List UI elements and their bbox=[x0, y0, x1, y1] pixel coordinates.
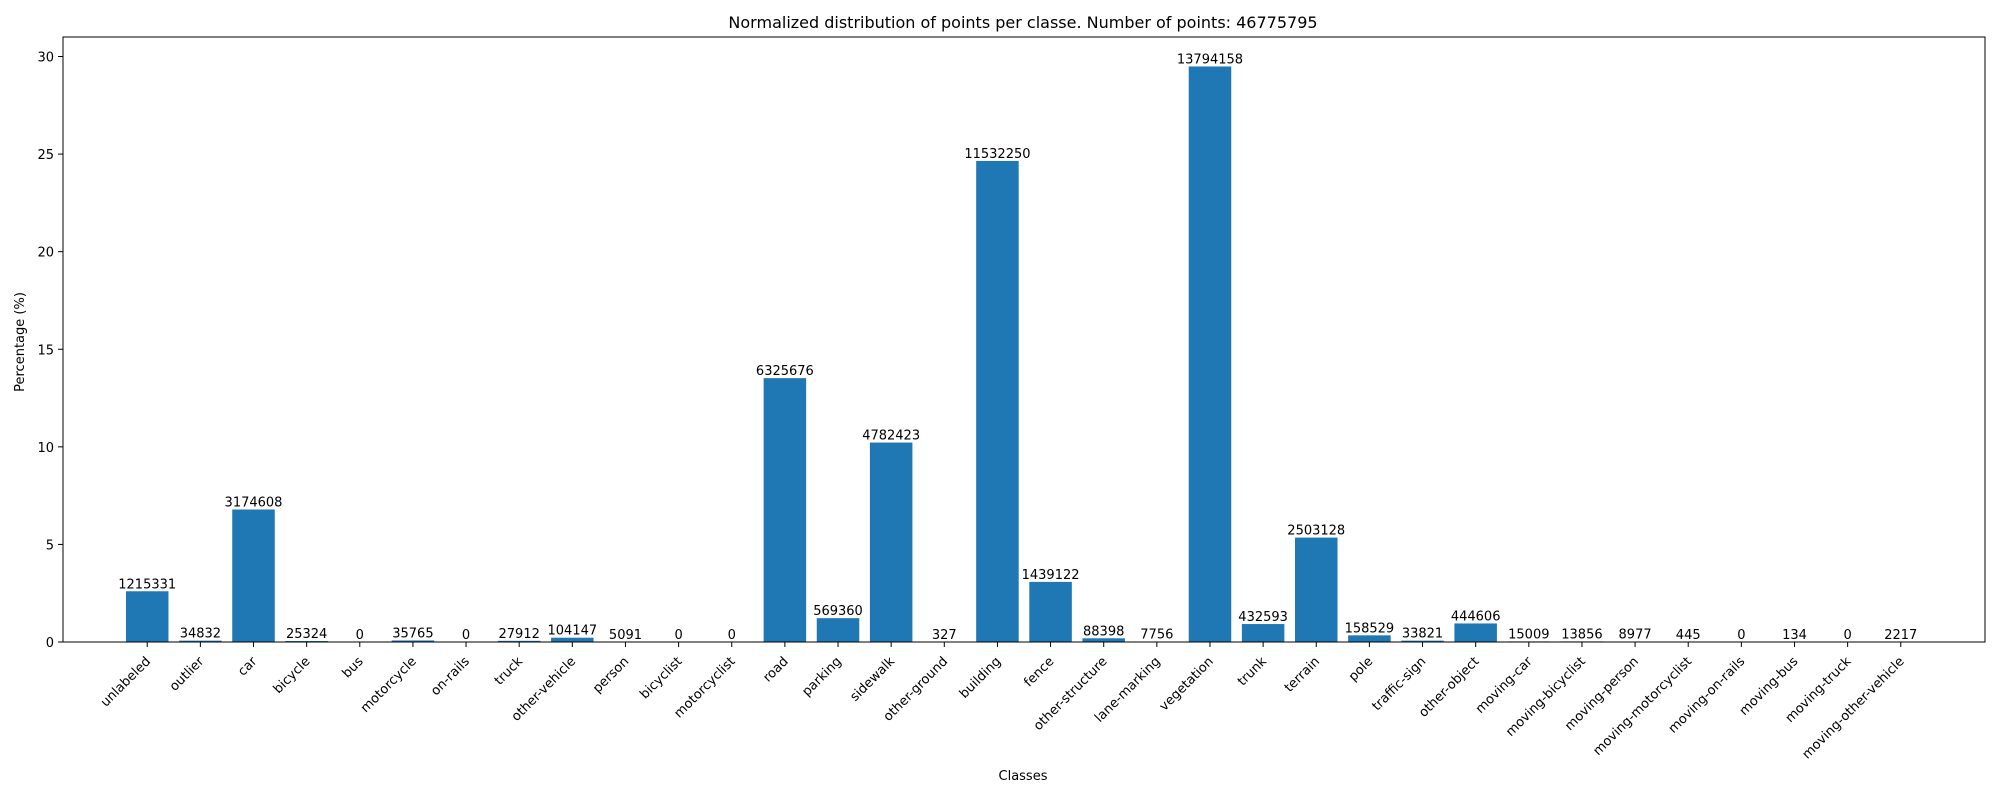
x-tick-label-moving-motorcyclist: moving-motorcyclist bbox=[1590, 654, 1695, 759]
data-label-bicyclist: 0 bbox=[674, 628, 682, 643]
x-tick-label-parking: parking bbox=[799, 654, 844, 699]
bar-sidewalk bbox=[870, 443, 913, 642]
x-tick-label-motorcycle: motorcycle bbox=[358, 654, 420, 716]
y-tick-label-30: 30 bbox=[37, 51, 54, 66]
data-label-trunk: 432593 bbox=[1238, 610, 1288, 625]
x-tick-label-bicycle: bicycle bbox=[271, 654, 314, 697]
x-tick-label-trunk: trunk bbox=[1235, 654, 1270, 689]
x-tick-label-pole: pole bbox=[1346, 654, 1376, 684]
bar-building bbox=[976, 161, 1019, 642]
data-label-other-structure: 88398 bbox=[1083, 624, 1124, 639]
y-axis-label: Percentage (%) bbox=[13, 292, 28, 392]
data-label-unlabeled: 1215331 bbox=[118, 577, 176, 592]
data-label-bus: 0 bbox=[356, 628, 364, 643]
data-label-terrain: 2503128 bbox=[1287, 524, 1345, 539]
x-tick-label-road: road bbox=[760, 654, 791, 685]
bar-parking bbox=[817, 618, 860, 642]
y-axis-ticks: 0 5 10 15 20 25 30 bbox=[37, 51, 63, 651]
x-tick-label-fence: fence bbox=[1021, 654, 1057, 690]
data-label-on-rails: 0 bbox=[462, 628, 470, 643]
x-tick-label-outlier: outlier bbox=[167, 654, 208, 695]
data-label-motorcyclist: 0 bbox=[728, 628, 736, 643]
x-tick-label-person: person bbox=[590, 654, 632, 696]
bar-road bbox=[764, 378, 807, 642]
data-label-traffic-sign: 33821 bbox=[1402, 627, 1443, 642]
data-label-bicycle: 25324 bbox=[286, 627, 327, 642]
data-label-moving-bicyclist: 13856 bbox=[1561, 627, 1602, 642]
y-tick-label-25: 25 bbox=[37, 148, 54, 163]
y-tick-label-15: 15 bbox=[37, 343, 54, 358]
data-label-moving-car: 15009 bbox=[1508, 627, 1549, 642]
x-tick-label-bicyclist: bicyclist bbox=[637, 654, 685, 702]
data-label-fence: 1439122 bbox=[1022, 568, 1080, 583]
bar-fence bbox=[1029, 582, 1072, 642]
data-label-other-vehicle: 104147 bbox=[548, 624, 598, 639]
data-label-parking: 569360 bbox=[813, 604, 863, 619]
data-label-truck: 27912 bbox=[499, 627, 540, 642]
data-label-other-ground: 327 bbox=[932, 628, 957, 643]
bar-vegetation bbox=[1189, 66, 1232, 642]
chart-title: Normalized distribution of points per cl… bbox=[728, 13, 1317, 32]
bar-trunk bbox=[1242, 624, 1285, 642]
plot-frame bbox=[63, 37, 1985, 642]
data-label-pole: 158529 bbox=[1345, 621, 1395, 636]
bars-group bbox=[126, 66, 1656, 642]
x-tick-label-truck: truck bbox=[492, 654, 527, 689]
data-label-lane-marking: 7756 bbox=[1140, 628, 1173, 643]
bar-unlabeled bbox=[126, 591, 169, 642]
y-tick-label-0: 0 bbox=[46, 636, 54, 651]
data-label-other-object: 444606 bbox=[1451, 609, 1501, 624]
data-label-motorcycle: 35765 bbox=[392, 626, 433, 641]
y-tick-label-10: 10 bbox=[37, 441, 54, 456]
y-tick-label-20: 20 bbox=[37, 246, 54, 261]
bar-terrain bbox=[1295, 538, 1338, 642]
y-tick-label-5: 5 bbox=[46, 538, 54, 553]
bar-car bbox=[232, 509, 275, 642]
x-tick-label-bus: bus bbox=[340, 654, 367, 681]
x-tick-label-sidewalk: sidewalk bbox=[848, 654, 899, 705]
data-label-road: 6325676 bbox=[756, 364, 814, 379]
data-label-person: 5091 bbox=[609, 628, 642, 643]
x-tick-label-vegetation: vegetation bbox=[1157, 654, 1217, 714]
data-label-building: 11532250 bbox=[964, 147, 1030, 162]
data-label-moving-on-rails: 0 bbox=[1737, 628, 1745, 643]
data-label-moving-motorcyclist: 445 bbox=[1676, 628, 1701, 643]
x-tick-label-car: car bbox=[235, 654, 261, 680]
data-label-moving-bus: 134 bbox=[1782, 628, 1807, 643]
data-label-vegetation: 13794158 bbox=[1177, 52, 1243, 67]
data-label-sidewalk: 4782423 bbox=[862, 429, 920, 444]
x-tick-label-unlabeled: unlabeled bbox=[98, 654, 154, 710]
data-label-outlier: 34832 bbox=[180, 627, 221, 642]
data-label-moving-other-vehicle: 2217 bbox=[1884, 628, 1917, 643]
x-tick-label-building: building bbox=[957, 654, 1004, 701]
data-label-car: 3174608 bbox=[225, 495, 283, 510]
bar-other-object bbox=[1454, 623, 1497, 642]
x-tick-label-moving-other-vehicle: moving-other-vehicle bbox=[1800, 654, 1908, 762]
data-label-moving-truck: 0 bbox=[1843, 628, 1851, 643]
x-tick-label-on-rails: on-rails bbox=[428, 654, 473, 699]
data-label-moving-person: 8977 bbox=[1619, 628, 1652, 643]
x-tick-label-terrain: terrain bbox=[1282, 654, 1323, 695]
x-axis-label: Classes bbox=[999, 769, 1048, 784]
